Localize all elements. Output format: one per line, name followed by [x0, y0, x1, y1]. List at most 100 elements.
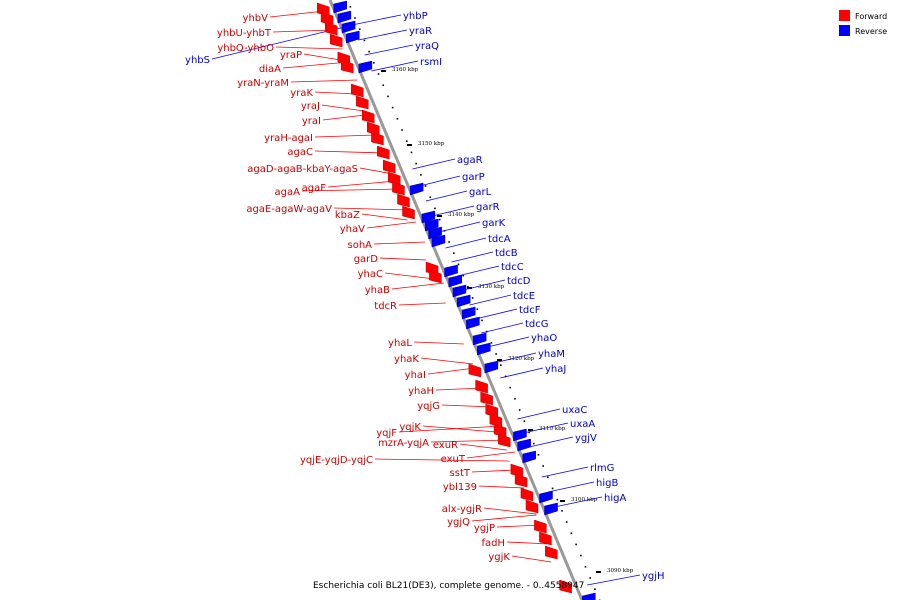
scale-dot [551, 487, 554, 490]
forward-gene[interactable] [402, 205, 415, 220]
scale-dot [377, 73, 380, 75]
forward-gene[interactable] [514, 473, 528, 488]
forward-gene[interactable] [539, 531, 552, 546]
reverse-gene[interactable] [333, 0, 347, 14]
reverse-gene[interactable] [346, 30, 360, 44]
scale-dot [495, 353, 497, 355]
reverse-gene[interactable] [428, 226, 442, 240]
scale-dot [500, 364, 502, 366]
reverse-gene[interactable] [582, 592, 596, 600]
scale-dot [556, 498, 559, 501]
forward-gene[interactable] [351, 83, 364, 98]
reverse-gene[interactable] [341, 20, 356, 34]
reverse-gene[interactable] [409, 182, 424, 196]
forward-gene[interactable] [429, 269, 442, 284]
forward-gene[interactable] [392, 181, 405, 196]
forward-gene[interactable] [377, 145, 390, 160]
scale-dot [471, 297, 474, 299]
reverse-leader-line [364, 44, 414, 56]
scale-dot [420, 174, 422, 176]
forward-gene[interactable] [356, 95, 369, 110]
forward-gene-label: yhaC [358, 269, 383, 280]
forward-leader-line [314, 134, 376, 138]
forward-leader-line [272, 29, 334, 33]
scale-dot [509, 386, 512, 389]
forward-gene-label: yqjK [399, 422, 421, 433]
forward-gene-label: fadH [481, 538, 505, 549]
reverse-gene-label: garR [476, 202, 500, 213]
reverse-gene[interactable] [337, 10, 352, 24]
scale-dot [410, 151, 413, 154]
forward-leader-line [275, 46, 343, 50]
forward-gene[interactable] [330, 33, 343, 48]
scale-dot [424, 185, 427, 187]
scale-dot [396, 118, 399, 120]
scale-dot [448, 241, 450, 243]
reverse-leader-line [438, 221, 481, 233]
reverse-gene[interactable] [513, 428, 527, 442]
forward-leader-line [441, 404, 493, 408]
reverse-leader-line [529, 436, 574, 448]
forward-gene[interactable] [545, 545, 558, 560]
forward-gene-label: yhaV [340, 224, 365, 235]
forward-gene-label: ygjK [488, 552, 510, 563]
forward-gene[interactable] [534, 519, 547, 534]
forward-gene[interactable] [559, 579, 572, 594]
forward-gene[interactable] [480, 391, 493, 406]
reverse-leader-line [457, 265, 500, 277]
reverse-gene[interactable] [477, 342, 491, 356]
scale-dot [594, 588, 596, 590]
reverse-gene[interactable] [444, 264, 458, 278]
reverse-gene[interactable] [466, 316, 480, 330]
reverse-gene-label: higA [604, 493, 626, 504]
forward-gene-label: yqjF [376, 428, 397, 439]
reverse-gene[interactable] [452, 284, 467, 298]
tick-label: 3130 kbp [478, 284, 505, 290]
tick-mark [528, 429, 533, 431]
scale-dot [368, 50, 370, 53]
reverse-gene[interactable] [456, 294, 471, 308]
reverse-gene[interactable] [431, 234, 446, 248]
scale-dot [518, 409, 521, 411]
scale-dot [523, 420, 526, 422]
forward-gene[interactable] [371, 131, 384, 146]
reverse-gene[interactable] [517, 438, 531, 452]
forward-gene[interactable] [525, 499, 539, 514]
forward-gene[interactable] [475, 379, 488, 394]
forward-gene[interactable] [361, 109, 375, 124]
forward-gene-label: alx-ygjR [442, 504, 482, 515]
reverse-gene[interactable] [461, 306, 476, 320]
forward-leader-line [427, 367, 475, 375]
forward-gene[interactable] [468, 363, 482, 378]
forward-gene[interactable] [324, 21, 338, 36]
reverse-gene[interactable] [472, 332, 487, 346]
forward-leader-line [483, 507, 537, 515]
scale-dot [589, 577, 592, 579]
reverse-gene[interactable] [522, 450, 536, 464]
scale-dot [349, 6, 352, 8]
reverse-gene[interactable] [421, 210, 436, 224]
forward-gene[interactable] [520, 487, 534, 502]
reverse-gene[interactable] [539, 490, 553, 504]
forward-gene-label: yhbU-yhbT [217, 28, 272, 39]
reverse-gene[interactable] [484, 360, 499, 374]
reverse-gene-label: yhbS [185, 55, 210, 66]
reverse-gene-label: agaR [457, 155, 483, 166]
reverse-leader-line [481, 322, 524, 334]
tick-mark [596, 571, 601, 573]
forward-leader-line [373, 241, 426, 245]
reverse-gene[interactable] [544, 502, 558, 516]
forward-gene-label: yraJ [301, 101, 320, 112]
reverse-gene[interactable] [448, 274, 463, 288]
scale-dot [584, 566, 587, 568]
reverse-gene[interactable] [358, 60, 373, 74]
scale-dot [528, 431, 530, 434]
forward-gene-label: yhaB [365, 285, 390, 296]
forward-gene[interactable] [498, 433, 511, 448]
forward-gene[interactable] [382, 159, 396, 174]
reverse-gene-label: tdcE [513, 291, 535, 302]
forward-gene[interactable] [397, 193, 410, 208]
forward-gene-label: mzrA-yqjA [378, 438, 429, 449]
forward-gene[interactable] [340, 59, 354, 74]
reverse-gene[interactable] [424, 218, 439, 232]
